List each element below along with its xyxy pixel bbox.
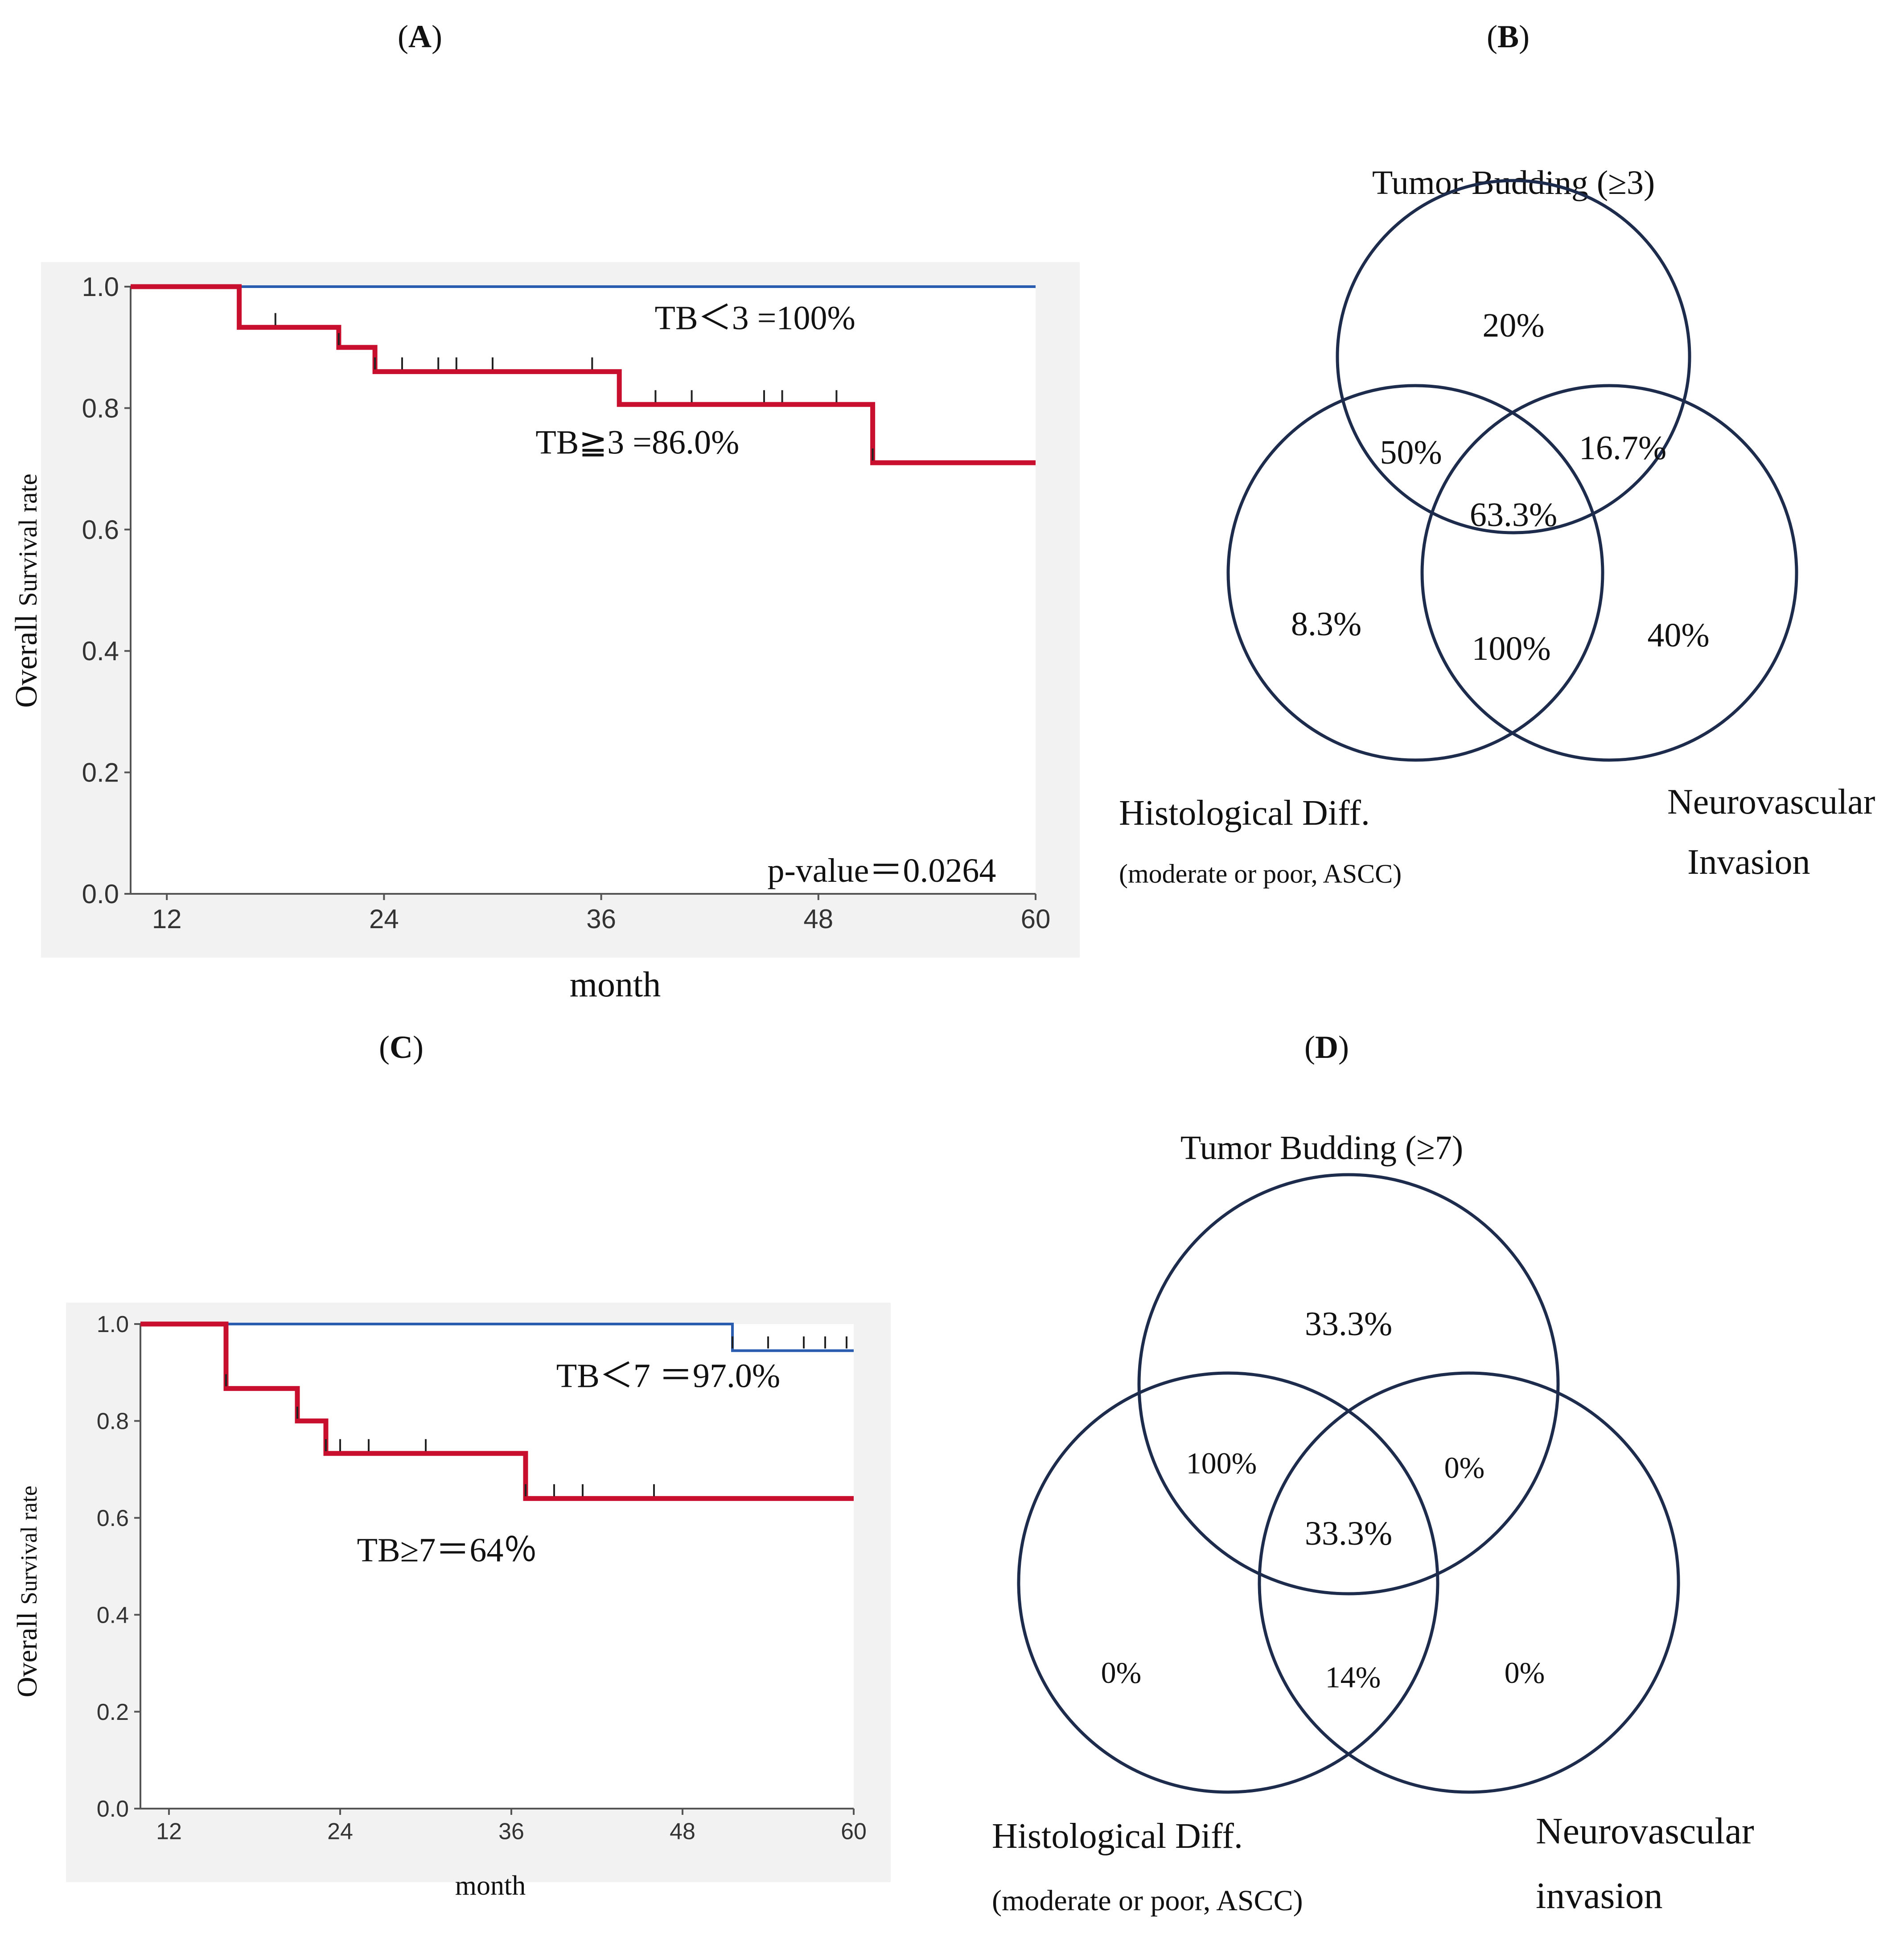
chart-a-plot-area [131, 287, 1036, 894]
chart-a-ytick-label: 0.8 [82, 393, 119, 423]
chart-c-xtick-label: 36 [498, 1819, 524, 1845]
chart-a-annotation-tb-high: TB≧3 =86.0% [535, 424, 739, 461]
venn-b-circle-hd [1226, 384, 1604, 762]
chart-c-xtick-label: 48 [670, 1819, 695, 1845]
venn-d-set-title-hd: Histological Diff. [992, 1817, 1243, 1856]
venn-b-region-tb: 20% [1482, 307, 1544, 344]
venn-b-set-title-tb: Tumor Budding (≥3) [1372, 164, 1655, 202]
chart-a-xtick-label: 36 [586, 904, 616, 934]
chart-c-annotation-tb-high: TB≥7＝64％ [357, 1532, 538, 1569]
venn-b-region-tb-hd: 50% [1380, 434, 1442, 471]
venn-d-region-tb: 33.3% [1305, 1305, 1392, 1343]
chart-c-xtick-label: 60 [841, 1819, 867, 1845]
chart-a-annotation-tb-low: TB＜3 =100% [655, 299, 855, 337]
venn-d-circle-hd [1017, 1371, 1439, 1794]
venn-b-region-hd-nv: 100% [1472, 630, 1550, 667]
chart-c-ytick-label: 0.8 [97, 1409, 129, 1435]
venn-d-circle-nv [1258, 1371, 1680, 1794]
venn-d-region-hd: 0% [1101, 1656, 1142, 1690]
chart-c: 0.0 0.2 0.4 0.6 0.8 1.0 12 24 36 48 60 TB＜7 ＝97.0… [11, 1303, 891, 1901]
chart-c-plot-area [140, 1324, 854, 1809]
chart-c-annotation-tb-low: TB＜7 ＝97.0% [556, 1357, 780, 1394]
chart-a-x-label: month [570, 965, 661, 1004]
chart-a-ytick-label: 0.0 [82, 879, 119, 909]
venn-d-region-tb-nv: 0% [1444, 1451, 1485, 1485]
chart-a-ytick-label: 1.0 [82, 272, 119, 302]
venn-d-set-title-nv-line2: invasion [1536, 1875, 1663, 1916]
venn-b-region-nv: 40% [1647, 617, 1709, 654]
chart-a-ytick-label: 0.6 [82, 515, 119, 545]
venn-b-region-hd: 8.3% [1291, 605, 1361, 643]
chart-c-y-label: Overall Survival rate [11, 1485, 43, 1697]
venn-b-set-title-nv-line2: Invasion [1687, 843, 1810, 882]
venn-d-region-tb-hd: 100% [1186, 1446, 1257, 1480]
chart-a: 0.0 0.2 0.4 0.6 0.8 1.0 12 24 36 48 60 TB＜3 =100%… [9, 262, 1080, 1004]
venn-d-region-all: 33.3% [1305, 1515, 1392, 1552]
venn-d-set-subtitle-hd: (moderate or poor, ASCC) [992, 1884, 1303, 1917]
chart-c-ytick-label: 0.0 [97, 1796, 129, 1822]
panel-label-d: (D) [1304, 1029, 1349, 1065]
chart-c-x-label: month [455, 1871, 526, 1901]
chart-a-xtick-label: 24 [369, 904, 399, 934]
venn-d-region-nv: 0% [1505, 1656, 1545, 1690]
chart-c-xtick-label: 12 [156, 1819, 182, 1845]
panel-label-a: (A) [398, 19, 442, 54]
venn-d-set-title-nv: Neurovascular [1536, 1810, 1754, 1852]
chart-a-ytick-label: 0.4 [82, 636, 119, 666]
chart-c-ytick-label: 0.2 [97, 1699, 129, 1725]
venn-b-set-title-nv: Neurovascular [1667, 782, 1875, 822]
chart-c-xtick-label: 24 [327, 1819, 353, 1845]
chart-c-ytick-label: 1.0 [97, 1312, 129, 1337]
panel-label-b: (B) [1487, 19, 1530, 54]
venn-d: Tumor Budding (≥7) 33.3% 100% 0% 33.3% 0… [992, 1129, 1754, 1917]
venn-d-set-title-tb: Tumor Budding (≥7) [1180, 1129, 1463, 1167]
venn-b-circle-tb [1336, 179, 1691, 535]
chart-a-annotation-pvalue: p-value＝0.0264 [767, 852, 996, 889]
venn-d-circle-tb [1137, 1173, 1560, 1596]
chart-c-series-tb-high-line [140, 1321, 854, 1501]
chart-a-xtick-label: 48 [803, 904, 833, 934]
chart-a-xtick-label: 60 [1021, 904, 1051, 934]
chart-a-y-label: Overall Survival rate [9, 473, 44, 707]
panel-label-c: (C) [379, 1029, 424, 1065]
venn-b-region-all: 63.3% [1470, 496, 1557, 534]
chart-a-xtick-label: 12 [152, 904, 182, 934]
venn-b-set-title-hd: Histological Diff. [1119, 794, 1370, 833]
chart-c-ytick-label: 0.6 [97, 1505, 129, 1531]
venn-b-region-tb-nv: 16.7% [1579, 429, 1666, 467]
venn-b: Tumor Budding (≥3) 20% 50% 16.7% 63.3% 8… [1119, 164, 1875, 888]
chart-a-ytick-label: 0.2 [82, 758, 119, 788]
venn-b-circle-nv [1420, 384, 1798, 762]
venn-d-region-hd-nv: 14% [1325, 1660, 1381, 1694]
chart-c-ytick-label: 0.4 [97, 1602, 129, 1628]
venn-b-set-subtitle-hd: (moderate or poor, ASCC) [1119, 859, 1402, 888]
